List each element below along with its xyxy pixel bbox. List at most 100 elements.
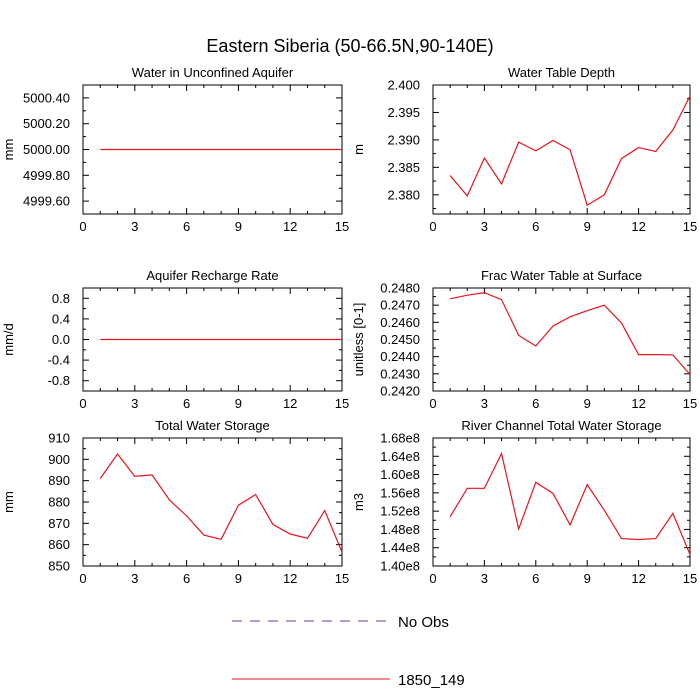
x-tick-label: 15 xyxy=(335,571,349,586)
y-tick-label: 0.2460 xyxy=(380,315,420,330)
x-tick-label: 9 xyxy=(235,396,242,411)
x-tick-label: 12 xyxy=(631,571,645,586)
y-tick-label: 1.40e8 xyxy=(380,559,420,574)
panel-6: River Channel Total Water Storage m3 0 3 6 9 1… xyxy=(351,418,697,586)
figure-title: Eastern Siberia (50-66.5N,90-140E) xyxy=(206,36,493,56)
y-tick-label: 1.64e8 xyxy=(380,449,420,464)
x-tick-label: 0 xyxy=(79,396,86,411)
y-tick-label: 0.0 xyxy=(52,332,70,347)
y-tick-label: 910 xyxy=(48,431,70,446)
x-tick-label: 15 xyxy=(683,571,697,586)
y-tick-label: 0.2470 xyxy=(380,298,420,313)
y-tick-label: 1.48e8 xyxy=(380,522,420,537)
x-tick-label: 9 xyxy=(235,571,242,586)
panel-title: Total Water Storage xyxy=(155,418,269,433)
x-tick-label: 12 xyxy=(283,571,297,586)
x-tick-label: 6 xyxy=(532,219,539,234)
y-tick-label: 0.2440 xyxy=(380,349,420,364)
legend-label-no-obs: No Obs xyxy=(398,614,449,631)
x-tick-label: 0 xyxy=(429,571,436,586)
y-tick-label: 900 xyxy=(48,452,70,467)
y-tick-label: 870 xyxy=(48,516,70,531)
y-tick-label: 4999.60 xyxy=(23,194,70,209)
series-line-1850-149 xyxy=(449,95,691,207)
panel-ylabel: mm xyxy=(1,139,16,161)
y-tick-label: 1.56e8 xyxy=(380,485,420,500)
panel-frame xyxy=(432,287,691,392)
y-tick-label: 0.2480 xyxy=(380,281,420,296)
y-tick-label: -0.4 xyxy=(48,353,70,368)
series-line-1850-149 xyxy=(449,451,691,555)
y-tick-label: 2.380 xyxy=(387,187,420,202)
y-tick-label: 1.68e8 xyxy=(380,431,420,446)
x-tick-label: 3 xyxy=(131,219,138,234)
x-tick-label: 12 xyxy=(631,219,645,234)
x-tick-label: 9 xyxy=(584,396,591,411)
series-line-1850-149 xyxy=(450,292,691,375)
y-tick-label: 0.2430 xyxy=(380,366,420,381)
panel-ylabel: mm xyxy=(1,491,16,513)
x-tick-label: 6 xyxy=(183,219,190,234)
x-tick-label: 15 xyxy=(335,396,349,411)
panel-1: Water in Unconfined Aquifer mm 0 3 6 9 12 15 499… xyxy=(1,65,349,234)
x-tick-label: 9 xyxy=(584,219,591,234)
panel-title: Water Table Depth xyxy=(508,65,615,80)
x-tick-label: 15 xyxy=(683,396,697,411)
panel-frame xyxy=(432,84,691,215)
panel-frame xyxy=(82,437,343,567)
y-tick-label: 1.44e8 xyxy=(380,540,420,555)
panel-ylabel: m3 xyxy=(351,493,366,511)
x-tick-label: 12 xyxy=(283,219,297,234)
y-tick-label: 850 xyxy=(48,559,70,574)
panel-ylabel: unitless [0-1] xyxy=(351,303,366,377)
y-tick-label: 0.2450 xyxy=(380,332,420,347)
x-tick-label: 6 xyxy=(532,396,539,411)
y-tick-label: 880 xyxy=(48,495,70,510)
panel-grid: Water in Unconfined Aquifer mm 0 3 6 9 12 15 499… xyxy=(1,65,697,586)
panel-4: Frac Water Table at Surface unitless [0-1… xyxy=(351,268,697,411)
x-tick-label: 0 xyxy=(429,396,436,411)
panel-ylabel: m xyxy=(351,144,366,155)
y-tick-label: 5000.00 xyxy=(23,142,70,157)
y-tick-label: 2.390 xyxy=(387,132,420,147)
panel-3: Aquifer Recharge Rate mm/d 0 3 6 9 12 15 -0.8 -0.… xyxy=(1,268,349,411)
x-tick-label: 9 xyxy=(584,571,591,586)
x-tick-label: 9 xyxy=(235,219,242,234)
y-tick-label: 1.52e8 xyxy=(380,504,420,519)
x-tick-label: 6 xyxy=(183,396,190,411)
x-tick-label: 3 xyxy=(481,219,488,234)
x-tick-label: 15 xyxy=(683,219,697,234)
x-tick-label: 12 xyxy=(631,396,645,411)
y-tick-label: 890 xyxy=(48,473,70,488)
y-tick-label: 860 xyxy=(48,537,70,552)
y-tick-label: 0.2420 xyxy=(380,384,420,399)
x-tick-label: 3 xyxy=(131,396,138,411)
x-tick-label: 0 xyxy=(429,219,436,234)
y-tick-label: 4999.80 xyxy=(23,168,70,183)
y-tick-label: 5000.40 xyxy=(23,90,70,105)
x-tick-label: 6 xyxy=(532,571,539,586)
y-tick-label: 5000.20 xyxy=(23,116,70,131)
y-tick-label: 2.400 xyxy=(387,78,420,93)
x-tick-label: 0 xyxy=(79,219,86,234)
x-tick-label: 3 xyxy=(131,571,138,586)
series-line-1850-149 xyxy=(99,452,343,553)
x-tick-label: 0 xyxy=(79,571,86,586)
y-tick-label: 2.395 xyxy=(387,105,420,120)
y-tick-label: 2.385 xyxy=(387,160,420,175)
y-tick-label: 0.8 xyxy=(52,291,70,306)
panel-frame xyxy=(432,437,691,567)
panel-ylabel: mm/d xyxy=(1,323,16,356)
y-tick-label: 1.60e8 xyxy=(380,467,420,482)
panel-2: Water Table Depth m 0 3 6 9 12 15 2.380 2.385 2.39… xyxy=(351,65,697,234)
panel-5: Total Water Storage mm 0 3 6 9 12 15 850 860 870 88… xyxy=(1,418,349,586)
x-tick-label: 15 xyxy=(335,219,349,234)
x-tick-label: 3 xyxy=(481,571,488,586)
x-tick-label: 3 xyxy=(481,396,488,411)
y-tick-label: -0.8 xyxy=(48,373,70,388)
x-tick-label: 12 xyxy=(283,396,297,411)
y-tick-label: 0.4 xyxy=(52,311,70,326)
panel-title: Water in Unconfined Aquifer xyxy=(132,65,294,80)
legend: No Obs 1850_149 xyxy=(232,614,465,689)
